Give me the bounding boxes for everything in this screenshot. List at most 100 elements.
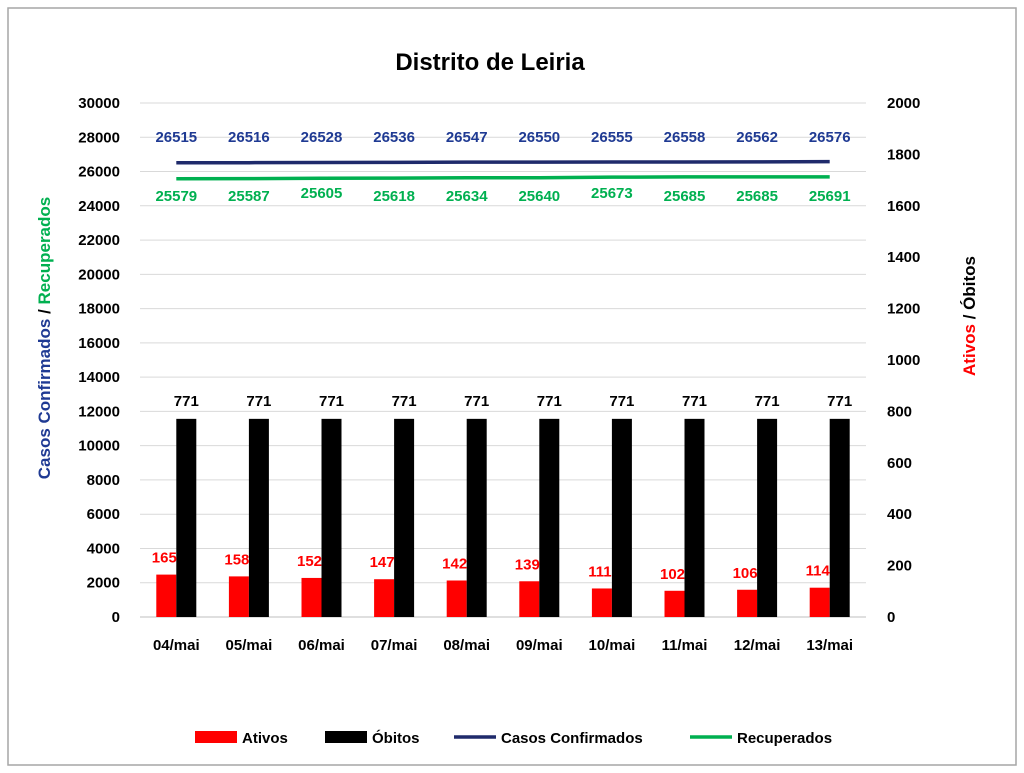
left-tick-label: 12000	[78, 403, 120, 420]
left-tick-label: 28000	[78, 129, 120, 146]
left-axis-title-confirmados: Casos Confirmados	[35, 319, 54, 480]
data-label-confirmados: 26547	[446, 129, 488, 146]
data-label-confirmados: 26516	[228, 129, 270, 146]
right-tick-label: 1800	[887, 146, 920, 163]
data-label-confirmados: 26528	[301, 129, 343, 146]
bar-obitos	[176, 418, 197, 617]
right-tick-label: 200	[887, 558, 912, 575]
bar-ativos	[737, 589, 758, 617]
data-label-ativos: 165	[152, 550, 177, 567]
bar-ativos	[809, 587, 830, 617]
data-label-ativos: 102	[660, 566, 685, 583]
left-tick-label: 26000	[78, 164, 120, 181]
right-axis-title-ativos: Ativos	[960, 324, 979, 376]
data-label-ativos: 114	[806, 563, 831, 580]
bar-ativos	[156, 574, 177, 617]
bar-obitos	[248, 418, 269, 617]
bar-obitos	[611, 418, 632, 617]
legend-swatch-ativos	[195, 731, 237, 743]
bar-obitos	[829, 418, 850, 617]
bar-ativos	[374, 579, 395, 617]
data-label-obitos: 771	[755, 393, 780, 410]
x-tick-label: 10/mai	[589, 637, 636, 654]
left-tick-label: 10000	[78, 438, 120, 455]
legend-swatch-obitos	[325, 731, 367, 743]
left-axis-title: Casos Confirmados / Recuperados	[35, 197, 54, 479]
data-label-obitos: 771	[609, 393, 634, 410]
right-tick-label: 2000	[887, 95, 920, 112]
bars-layer	[156, 418, 850, 617]
bar-obitos	[539, 418, 560, 617]
data-label-ativos: 142	[442, 556, 467, 573]
bar-obitos	[757, 418, 778, 617]
right-axis-title-sep: /	[960, 310, 979, 324]
right-tick-label: 1600	[887, 198, 920, 215]
right-tick-label: 1200	[887, 301, 920, 318]
bar-ativos	[519, 581, 540, 617]
right-tick-label: 1400	[887, 249, 920, 266]
legend-label-confirmados: Casos Confirmados	[501, 730, 643, 747]
data-label-obitos: 771	[392, 393, 417, 410]
left-tick-label: 14000	[78, 369, 120, 386]
data-label-recuperados: 25587	[228, 188, 270, 205]
data-label-ativos: 139	[515, 556, 540, 573]
bar-ativos	[591, 588, 612, 617]
bar-obitos	[394, 418, 415, 617]
x-axis-ticks: 04/mai 05/mai 06/mai 07/mai 08/mai 09/mai 10/m…	[153, 637, 853, 654]
bar-obitos	[466, 418, 487, 617]
x-tick-label: 13/mai	[806, 637, 853, 654]
bar-ativos	[228, 576, 249, 617]
chart-title: Distrito de Leiria	[395, 49, 585, 76]
x-tick-label: 07/mai	[371, 637, 418, 654]
data-label-ativos: 158	[224, 551, 249, 568]
legend: Ativos Óbitos Casos Confirmados Recupera…	[195, 729, 832, 747]
right-tick-label: 0	[887, 609, 895, 626]
left-tick-label: 4000	[87, 540, 120, 557]
data-label-confirmados: 26550	[518, 129, 560, 146]
right-tick-label: 600	[887, 455, 912, 472]
data-label-confirmados: 26555	[591, 129, 633, 146]
data-label-recuperados: 25618	[373, 188, 415, 205]
data-label-confirmados: 26558	[664, 129, 706, 146]
right-axis-title-obitos: Óbitos	[960, 256, 979, 310]
x-tick-label: 06/mai	[298, 637, 345, 654]
bar-obitos	[321, 418, 342, 617]
left-tick-label: 22000	[78, 232, 120, 249]
data-label-obitos: 771	[827, 393, 852, 410]
left-axis-ticks: 0 2000 4000 6000 8000 10000 12000 14000 16000 180…	[78, 95, 120, 626]
data-label-confirmados: 26515	[155, 129, 197, 146]
left-tick-label: 8000	[87, 472, 120, 489]
legend-label-recuperados: Recuperados	[737, 730, 832, 747]
x-tick-label: 12/mai	[734, 637, 781, 654]
left-tick-label: 0	[112, 609, 120, 626]
data-label-confirmados: 26576	[809, 129, 851, 146]
data-label-recuperados: 25640	[518, 188, 560, 205]
data-label-obitos: 771	[537, 393, 562, 410]
x-tick-label: 11/mai	[662, 637, 708, 654]
left-tick-label: 2000	[87, 575, 120, 592]
data-labels-layer: 165 158 152 147 142 139 111 102 106 114 771 771 771 7…	[152, 129, 852, 583]
data-label-ativos: 147	[370, 554, 395, 571]
data-label-confirmados: 26562	[736, 129, 778, 146]
right-axis-ticks: 0 200 400 600 800 1000 1200 1400 1600 1800 2000	[887, 95, 920, 626]
data-label-obitos: 771	[682, 393, 707, 410]
left-tick-label: 16000	[78, 335, 120, 352]
data-label-recuperados: 25691	[809, 188, 851, 205]
right-axis-title: Ativos / Óbitos	[960, 256, 979, 376]
x-tick-label: 05/mai	[226, 637, 273, 654]
data-label-ativos: 152	[297, 553, 322, 570]
chart-border	[7, 7, 1017, 766]
left-tick-label: 18000	[78, 301, 120, 318]
data-label-recuperados: 25685	[736, 188, 778, 205]
bar-obitos	[684, 418, 705, 617]
data-label-obitos: 771	[464, 393, 489, 410]
data-label-confirmados: 26536	[373, 129, 415, 146]
legend-label-ativos: Ativos	[242, 730, 288, 747]
line-confirmados	[176, 159, 830, 165]
right-tick-label: 800	[887, 403, 912, 420]
right-tick-label: 400	[887, 506, 912, 523]
data-label-recuperados: 25605	[301, 185, 343, 202]
lines-layer	[176, 159, 830, 181]
data-label-obitos: 771	[319, 393, 344, 410]
